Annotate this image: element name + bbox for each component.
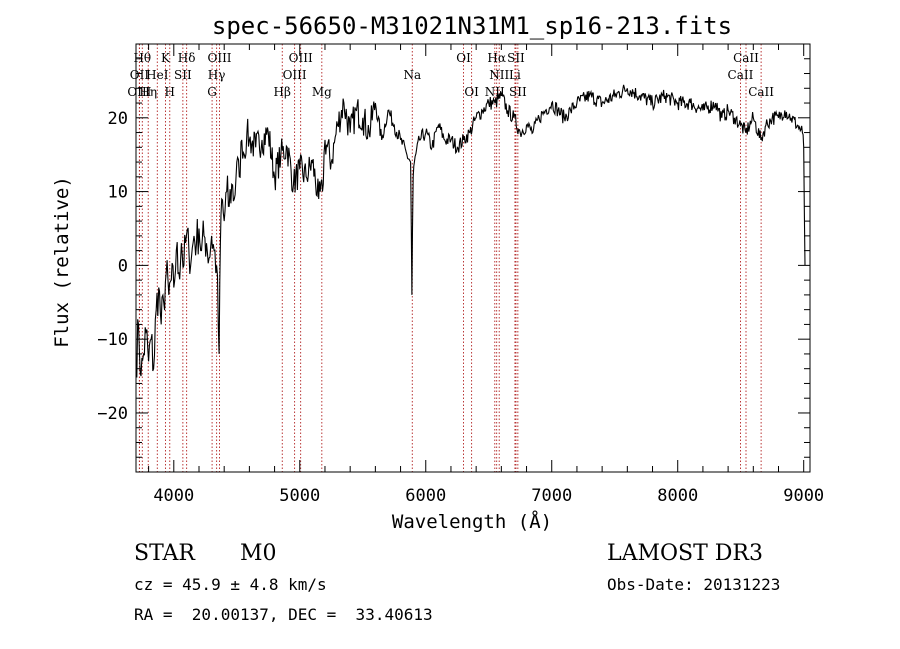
coordinates: RA = 20.00137, DEC = 33.40613 (134, 605, 433, 624)
marker-label: G (207, 85, 217, 99)
object-subclass: M0 (240, 541, 277, 566)
marker-label: OI (464, 85, 479, 99)
marker-label: SII (509, 85, 527, 99)
marker-label: OIII (127, 85, 151, 99)
x-axis: 4000 5000 6000 7000 8000 9000 (148, 44, 824, 506)
x-axis-label: Wavelength (Å) (392, 510, 552, 533)
x-tick-label: 8000 (657, 486, 698, 506)
marker-label: HeI (146, 68, 169, 82)
marker-label: SII (507, 51, 525, 65)
y-tick-label: 10 (108, 183, 128, 203)
y-axis: −20 −10 0 10 20 (97, 58, 810, 458)
marker-label: Li (509, 68, 521, 82)
marker-label: OIII (283, 68, 307, 82)
marker-label: OIII (289, 51, 313, 65)
plot-frame (135, 43, 811, 473)
marker-label: CaII (748, 85, 774, 99)
marker-label: H (165, 85, 175, 99)
y-axis-label: Flux (relative) (51, 176, 73, 348)
marker-lines (138, 44, 762, 472)
y-tick-label: 20 (108, 109, 128, 129)
x-tick-label: 7000 (531, 486, 572, 506)
marker-label: Na (403, 68, 421, 82)
marker-label: CaII (728, 68, 754, 82)
marker-label: K (161, 51, 171, 65)
obs-date: Obs-Date: 20131223 (607, 575, 780, 594)
marker-label: SII (174, 68, 192, 82)
marker-label: Hγ (208, 68, 226, 82)
marker-label: Hβ (274, 85, 291, 99)
x-tick-label: 9000 (783, 486, 824, 506)
object-class: STAR (134, 541, 196, 566)
redshift-info: cz = 45.9 ± 4.8 km/s (134, 575, 327, 594)
survey-name: LAMOST DR3 (607, 541, 763, 566)
marker-label: OII (130, 68, 150, 82)
y-tick-label: −20 (97, 404, 128, 424)
y-tick-label: 0 (118, 256, 128, 276)
x-tick-label: 6000 (405, 486, 446, 506)
marker-label: Hη (139, 85, 157, 99)
x-tick-label: 5000 (279, 486, 320, 506)
spectrum-line (135, 84, 806, 378)
marker-label: Mg (312, 85, 332, 99)
marker-label: OI (456, 51, 471, 65)
marker-label: NII (489, 68, 509, 82)
chart-title: spec-56650-M31021N31M1_sp16-213.fits (212, 12, 732, 40)
x-tick-label: 4000 (153, 486, 194, 506)
marker-label: Hδ (178, 51, 196, 65)
y-tick-label: −10 (97, 330, 128, 350)
marker-labels: HθOIIOIIIHηHeIKHSIIHδGHγOIIIHβOIIIOIIIMg… (127, 51, 774, 99)
marker-label: CaII (733, 51, 759, 65)
marker-label: OIII (207, 51, 231, 65)
marker-label: Hα (487, 51, 506, 65)
marker-label: Hθ (133, 51, 151, 65)
